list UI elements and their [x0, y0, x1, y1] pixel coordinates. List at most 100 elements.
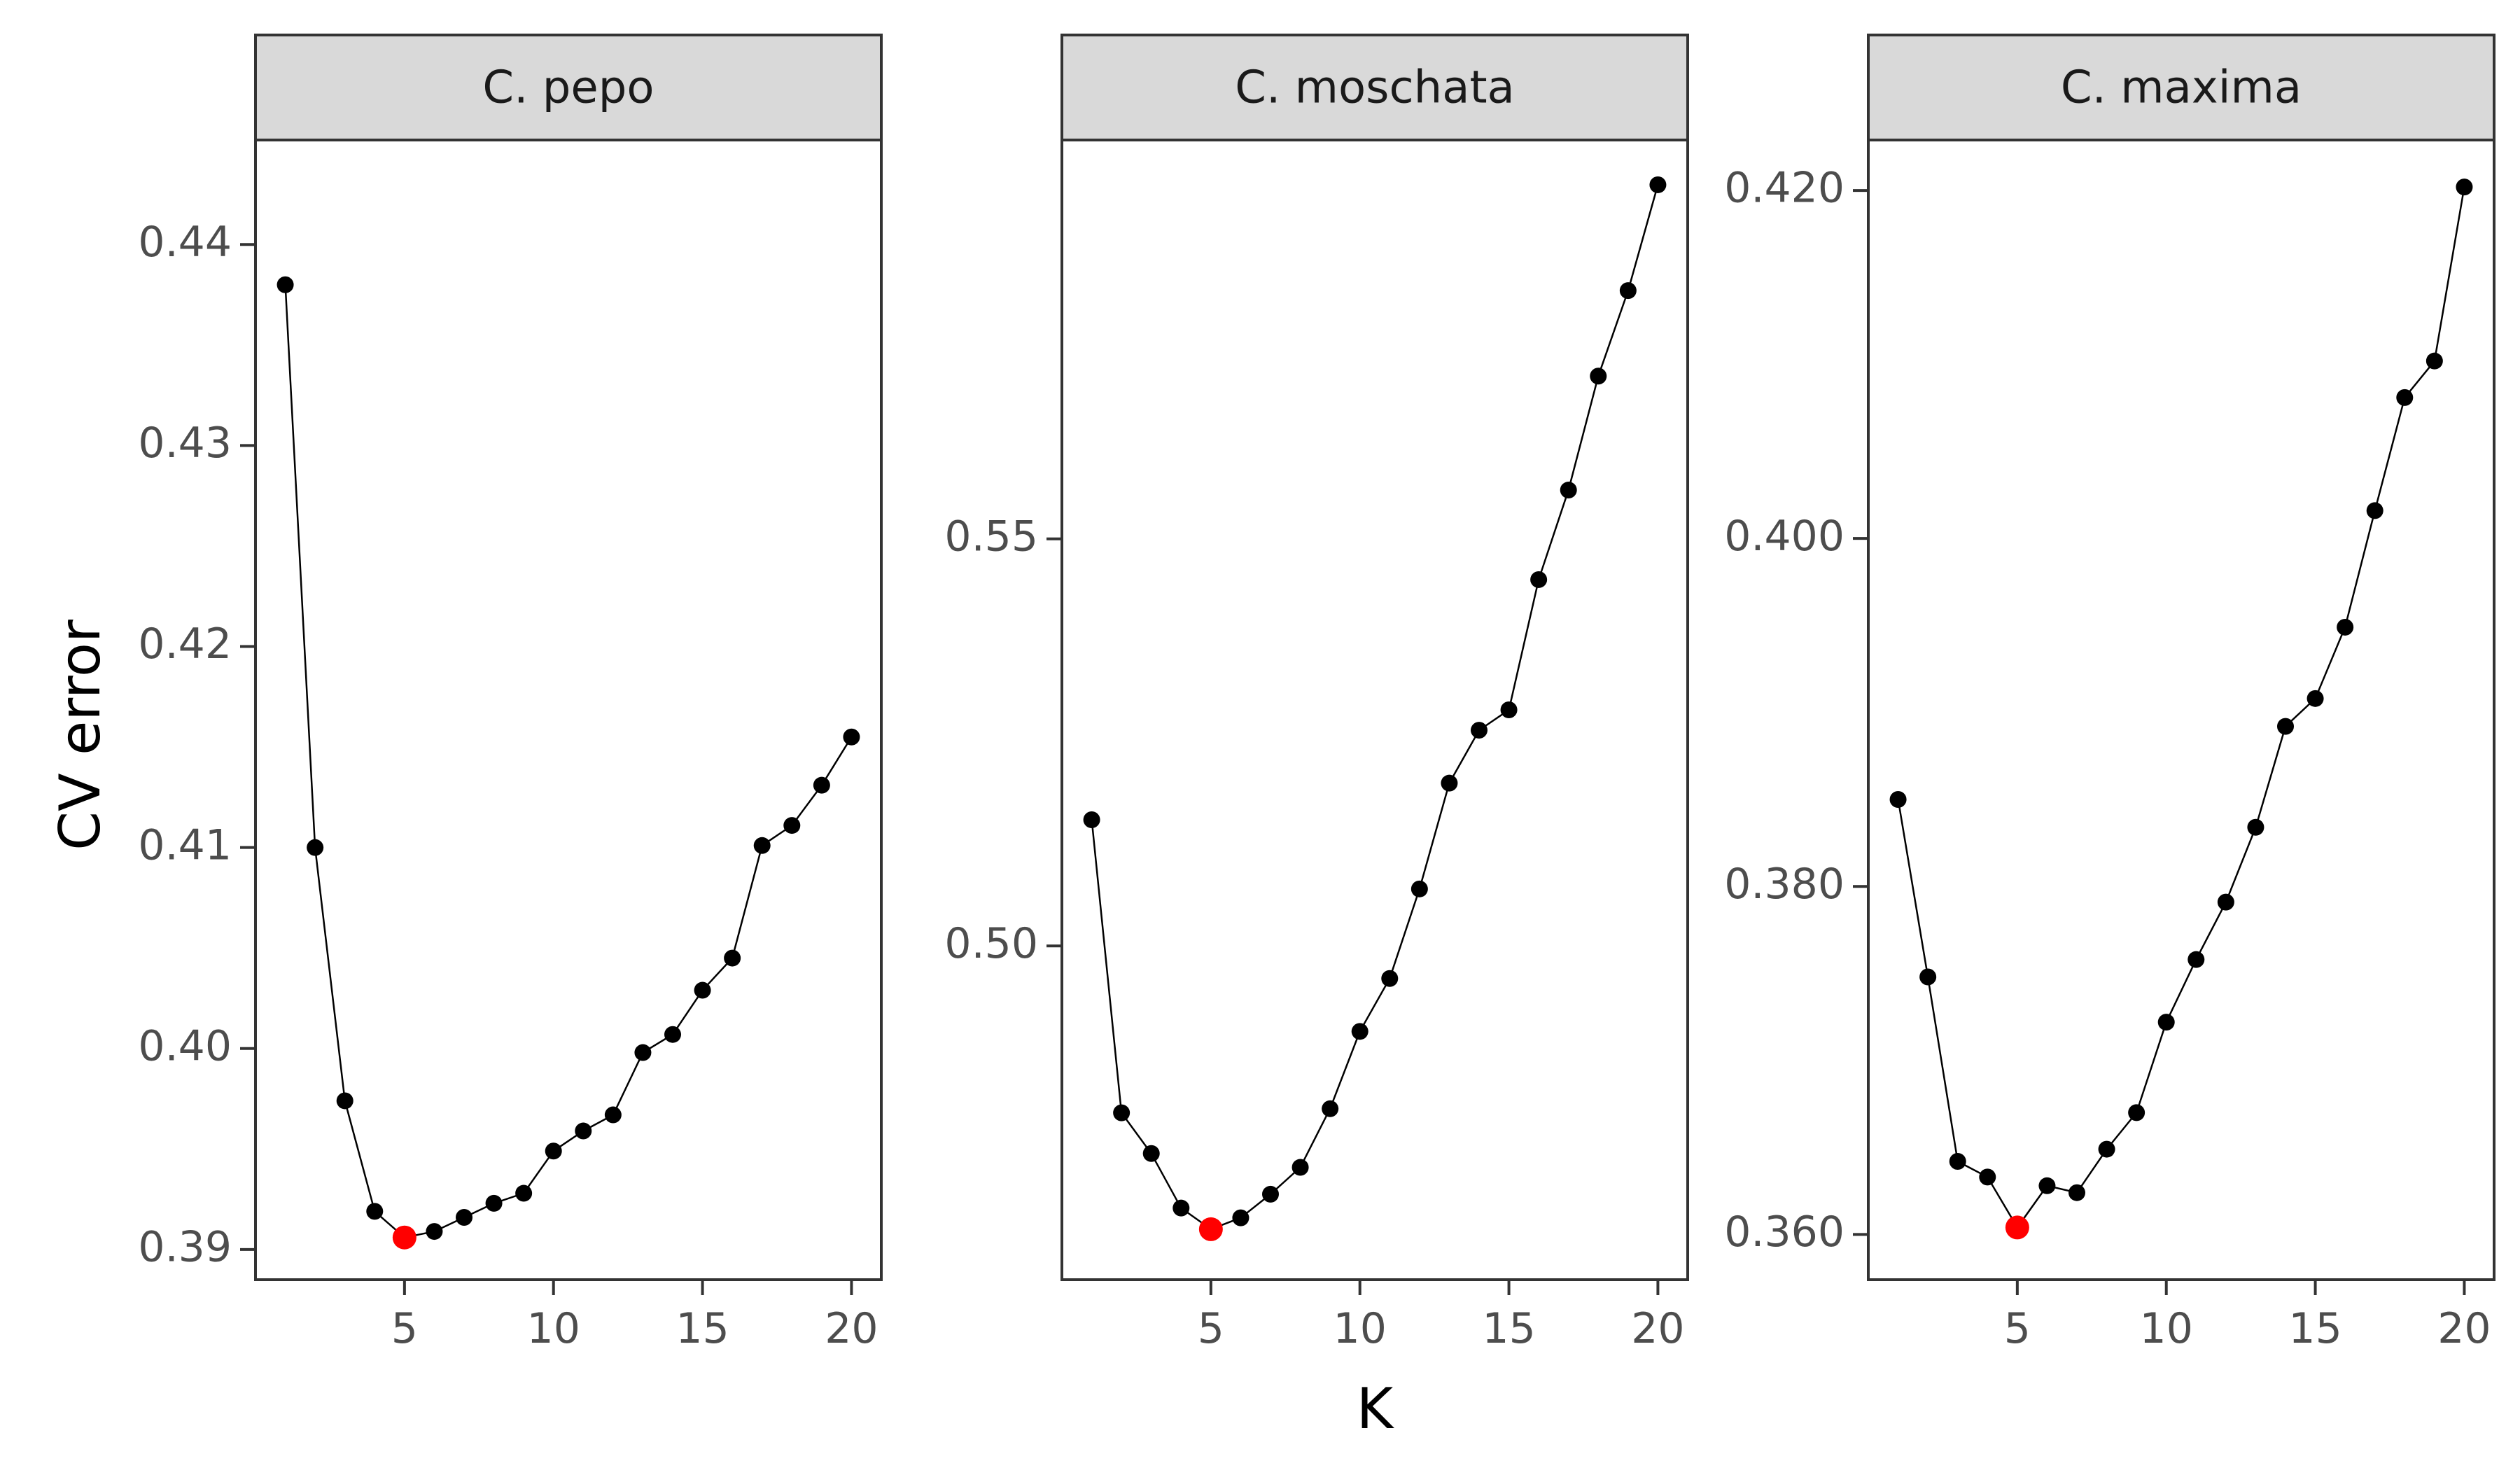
data-point: [1262, 1185, 1279, 1203]
data-point: [1381, 970, 1399, 987]
y-tick-label: 0.360: [1724, 1208, 1844, 1257]
data-point: [575, 1122, 592, 1140]
y-tick-label: 0.380: [1724, 860, 1844, 909]
data-point: [307, 839, 324, 856]
y-axis-title: CV error: [48, 620, 113, 851]
data-point: [2337, 618, 2354, 636]
facet-title: C. pepo: [482, 62, 654, 114]
plot-frame: [1060, 139, 1689, 1281]
x-tick-label: 15: [2288, 1304, 2342, 1353]
data-point: [1560, 482, 1577, 499]
y-tick-label: 0.39: [138, 1223, 232, 1272]
panel-2: C. moschata 0.50 0.55 5 10 15 20: [944, 34, 1689, 1353]
data-point: [366, 1203, 384, 1220]
data-point: [2366, 502, 2384, 519]
y-tick-label: 0.50: [944, 919, 1038, 968]
x-tick-label: 20: [825, 1304, 878, 1353]
data-point: [2157, 1014, 2175, 1031]
data-point: [1441, 774, 1458, 792]
data-point: [1410, 880, 1428, 897]
data-point: [2396, 389, 2414, 406]
series-line: [1897, 186, 2465, 1229]
min-point: [392, 1225, 416, 1250]
data-point: [1351, 1023, 1368, 1040]
data-point: [664, 1026, 681, 1043]
data-point: [276, 276, 294, 293]
x-tick-label: 5: [391, 1304, 418, 1353]
min-point: [1198, 1217, 1223, 1241]
data-point: [485, 1194, 503, 1212]
data-point: [1649, 176, 1667, 193]
y-tick-label: 0.400: [1724, 512, 1844, 561]
y-tick-label: 0.44: [138, 218, 232, 267]
data-point: [1889, 791, 1907, 809]
data-point: [515, 1184, 533, 1202]
y-tick-label: 0.420: [1724, 164, 1844, 213]
data-point: [1292, 1159, 1309, 1176]
x-tick-label: 20: [1631, 1304, 1684, 1353]
data-point: [2128, 1104, 2146, 1121]
data-point: [2188, 951, 2205, 968]
data-point: [694, 981, 711, 999]
data-point: [1500, 701, 1518, 718]
x-tick-label: 10: [527, 1304, 580, 1353]
data-point: [1083, 811, 1100, 828]
data-point: [1113, 1104, 1130, 1121]
facet-strip: [1060, 34, 1689, 141]
data-point: [2247, 818, 2264, 836]
y-tick-label: 0.42: [138, 620, 232, 669]
panel-1: C. pepo 0.39 0.40 0.41 0.42 0.43 0.44 5 10 15 20: [138, 34, 883, 1353]
x-tick-label: 20: [2437, 1304, 2491, 1353]
data-point: [456, 1208, 472, 1226]
data-point: [2306, 690, 2324, 707]
min-point: [2005, 1215, 2029, 1240]
data-point: [604, 1106, 622, 1124]
y-tick-label: 0.40: [138, 1021, 232, 1070]
data-point: [545, 1142, 562, 1160]
data-point: [2426, 352, 2443, 370]
panel-3: C. maxima 0.360 0.380 0.400 0.420 5 10 15 20: [1724, 34, 2496, 1353]
x-tick-label: 15: [1482, 1304, 1535, 1353]
data-point: [1949, 1152, 1966, 1170]
data-point: [1619, 282, 1637, 300]
x-tick-label: 10: [1334, 1304, 1387, 1353]
data-point: [2038, 1177, 2056, 1194]
y-tick-label: 0.55: [944, 512, 1038, 561]
x-axis-title: K: [1357, 1376, 1395, 1441]
data-point: [1590, 368, 1607, 385]
x-tick-label: 5: [2004, 1304, 2031, 1353]
data-point: [1530, 571, 1548, 588]
data-point: [1142, 1145, 1160, 1162]
x-tick-label: 15: [676, 1304, 729, 1353]
data-point: [724, 949, 741, 967]
data-point: [1322, 1100, 1339, 1117]
data-point: [1979, 1168, 1996, 1186]
data-point: [2217, 893, 2234, 911]
y-tick-label: 0.41: [138, 820, 232, 869]
plot-frame: [254, 139, 883, 1281]
data-point: [2068, 1184, 2085, 1201]
x-tick-label: 10: [2140, 1304, 2193, 1353]
data-point: [843, 728, 860, 746]
x-tick-label: 5: [1198, 1304, 1224, 1353]
data-point: [753, 837, 771, 854]
y-tick-label: 0.43: [138, 419, 232, 468]
data-point: [2277, 718, 2294, 735]
facet-title: C. moschata: [1235, 62, 1515, 114]
data-point: [634, 1044, 652, 1061]
plot-frame: [1867, 139, 2496, 1281]
data-point: [1232, 1209, 1250, 1226]
facet-strip: [1867, 34, 2496, 141]
data-point: [336, 1092, 354, 1110]
data-point: [1919, 968, 1937, 986]
facet-strip: [254, 34, 883, 141]
data-point: [426, 1223, 443, 1240]
data-point: [813, 776, 830, 794]
facet-title: C. maxima: [2061, 62, 2302, 114]
data-point: [2456, 179, 2473, 196]
data-point: [783, 817, 801, 834]
data-point: [1172, 1199, 1190, 1217]
data-point: [1471, 722, 1488, 739]
data-point: [2098, 1140, 2115, 1158]
